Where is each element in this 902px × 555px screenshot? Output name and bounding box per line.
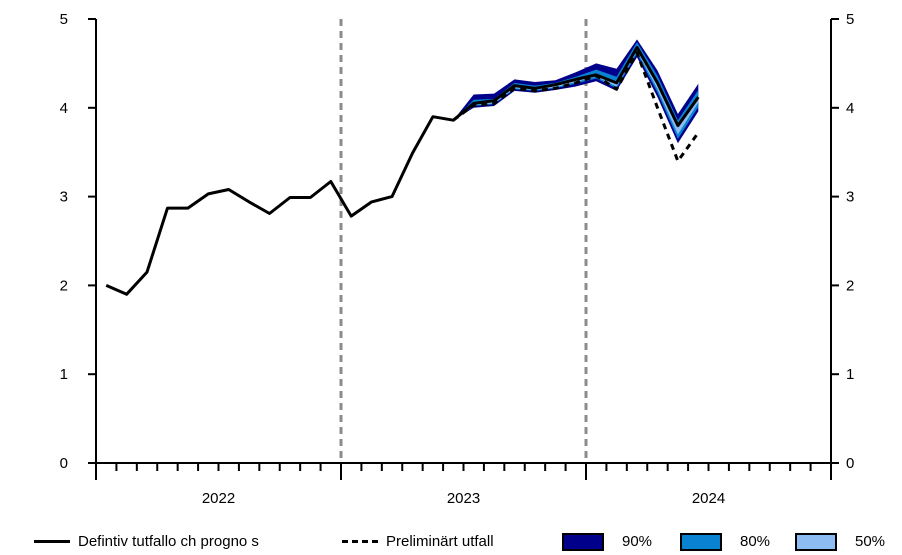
legend-label-90: 90%: [622, 533, 653, 550]
legend-item-80: 80%: [680, 528, 770, 555]
legend-label-preliminary: Preliminärt utfall: [386, 533, 494, 550]
x-year-label: 2023: [447, 490, 480, 507]
y-tick-label-right: 1: [846, 366, 854, 383]
legend-item-50: 50%: [795, 528, 885, 555]
legend-item-definitive: Defintiv tutfallo ch progno s: [34, 528, 259, 555]
legend-label-50: 50%: [855, 533, 886, 550]
legend-dashed-line-swatch: [342, 540, 378, 543]
y-tick-label-right: 5: [846, 11, 854, 28]
y-tick-label-left: 2: [60, 277, 68, 294]
legend-label-80: 80%: [740, 533, 771, 550]
legend-swatch-90: [562, 532, 604, 551]
forecast-band-90: [453, 39, 699, 144]
y-tick-label-right: 3: [846, 189, 854, 206]
y-tick-label-left: 3: [60, 189, 68, 206]
preliminary-series-line: [452, 51, 700, 163]
legend-swatch-80: [680, 532, 722, 551]
definitive-series-line: [105, 45, 700, 296]
y-tick-label-left: 1: [60, 366, 68, 383]
legend-item-preliminary: Preliminärt utfall: [342, 528, 494, 555]
legend-item-90: 90%: [562, 528, 652, 555]
chart: 0 0 1 1 2 2 3 3 4 4 5 5 2022 2023 2024: [60, 11, 855, 507]
x-year-label: 2024: [692, 490, 725, 507]
forecast-band-80: [453, 42, 699, 139]
y-tick-label-right: 2: [846, 277, 854, 294]
x-year-label: 2022: [202, 490, 235, 507]
legend-label-definitive: Defintiv tutfallo ch progno s: [78, 533, 259, 550]
legend-solid-line-swatch: [34, 540, 70, 543]
y-tick-label-right: 0: [846, 455, 854, 472]
legend: Defintiv tutfallo ch progno s Preliminär…: [0, 528, 902, 555]
y-tick-label-right: 4: [846, 100, 854, 117]
y-tick-label-left: 4: [60, 100, 68, 117]
y-tick-label-left: 0: [60, 455, 68, 472]
y-tick-label-left: 5: [60, 11, 68, 28]
legend-swatch-50: [795, 532, 837, 551]
